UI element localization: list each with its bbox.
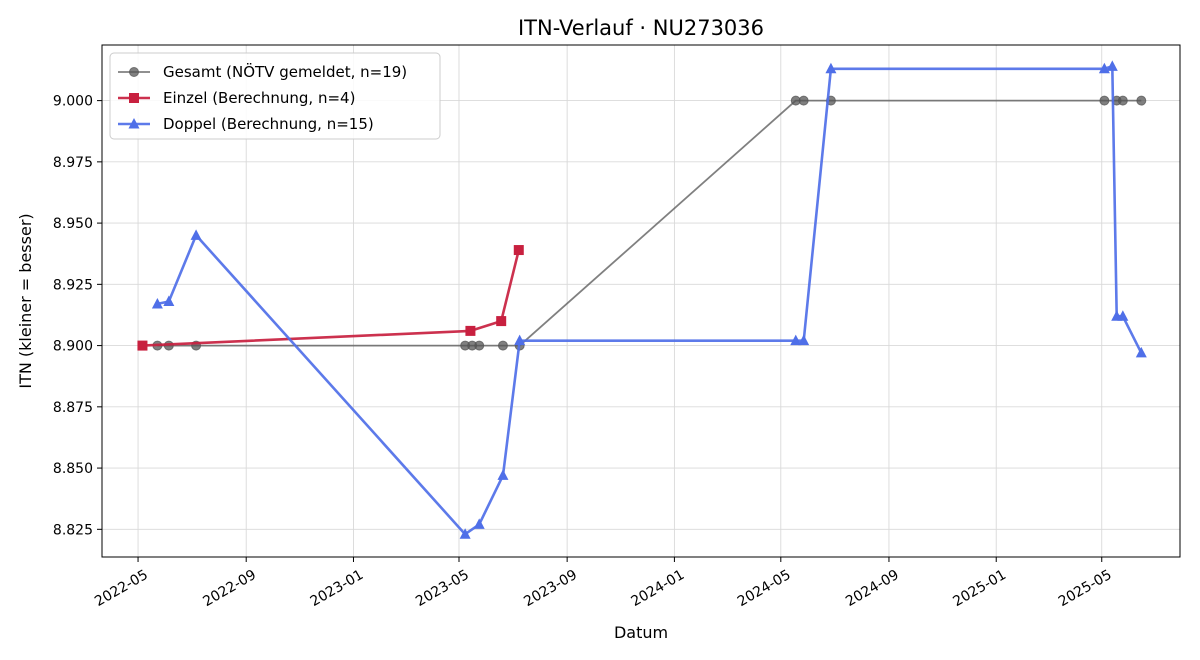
x-tick-label: 2024-09 (843, 567, 902, 610)
chart-title: ITN-Verlauf · NU273036 (518, 16, 764, 40)
data-point-square (129, 93, 139, 103)
y-axis-label: ITN (kleiner = besser) (16, 213, 35, 388)
data-point-triangle (825, 62, 837, 74)
data-point-circle (1099, 95, 1110, 106)
x-tick-label: 2025-05 (1056, 567, 1115, 610)
legend-box (109, 52, 441, 140)
data-point-square (465, 325, 476, 336)
data-point-triangle (163, 295, 175, 306)
series-triangle (151, 60, 1147, 539)
y-tick-label: 8.925 (53, 277, 93, 293)
data-point-triangle (190, 229, 202, 240)
plot-series (137, 60, 1147, 539)
legend-entry: Einzel (Berechnung, n=4) (163, 89, 355, 107)
series-line (142, 249, 521, 347)
data-point-triangle (473, 518, 485, 529)
data-point-circle (1117, 95, 1128, 106)
plot-frame (101, 44, 1181, 558)
data-point-circle (474, 340, 485, 351)
y-tick-label: 8.975 (53, 155, 93, 171)
x-tick-label: 2023-01 (308, 567, 367, 610)
x-tick-label: 2024-01 (629, 567, 688, 610)
data-point-triangle (790, 334, 802, 346)
y-tick-label: 9.000 (53, 94, 93, 110)
x-tick-label: 2023-09 (521, 567, 580, 610)
x-tick-label: 2025-01 (950, 567, 1009, 610)
legend: Gesamt (NÖTV gemeldet, n=19) Einzel (Bere… (109, 52, 441, 140)
data-point-triangle (459, 528, 471, 539)
data-point-circle (1136, 95, 1147, 106)
series-square (137, 245, 524, 351)
y-tick-label: 8.950 (53, 216, 93, 232)
data-point-square (496, 316, 507, 327)
x-tick-label: 2023-05 (413, 567, 472, 610)
y-tick-label: 8.850 (53, 461, 93, 477)
x-axis-label: Datum (614, 623, 668, 642)
data-point-triangle (1106, 60, 1118, 71)
data-point-square (137, 340, 148, 351)
data-point-triangle (1117, 310, 1129, 321)
y-tick-label: 8.825 (53, 522, 93, 538)
x-tick-label: 2022-09 (200, 567, 259, 610)
data-point-triangle (128, 118, 140, 129)
data-point-circle (798, 95, 809, 106)
data-point-triangle (497, 469, 509, 480)
data-point-triangle (1135, 346, 1147, 358)
x-tick-label: 2024-05 (735, 567, 794, 610)
y-axis: 8.825 8.850 8.875 8.900 8.925 8.950 8.975 9.000 (53, 94, 102, 538)
legend-entry: Gesamt (NÖTV gemeldet, n=19) (163, 62, 407, 81)
data-point-triangle (514, 334, 526, 346)
y-tick-label: 8.900 (53, 339, 93, 355)
y-tick-label: 8.875 (53, 400, 93, 416)
x-tick-label: 2022-05 (92, 567, 151, 610)
legend-entry: Doppel (Berechnung, n=15) (163, 115, 374, 133)
data-point-circle (129, 67, 139, 77)
data-point-circle (497, 340, 508, 351)
x-axis: 2022-05 2022-09 2023-01 2023-05 2023-09 2024-… (92, 557, 1115, 610)
data-point-triangle (798, 334, 810, 346)
data-point-square (513, 245, 524, 256)
data-point-triangle (151, 297, 163, 309)
